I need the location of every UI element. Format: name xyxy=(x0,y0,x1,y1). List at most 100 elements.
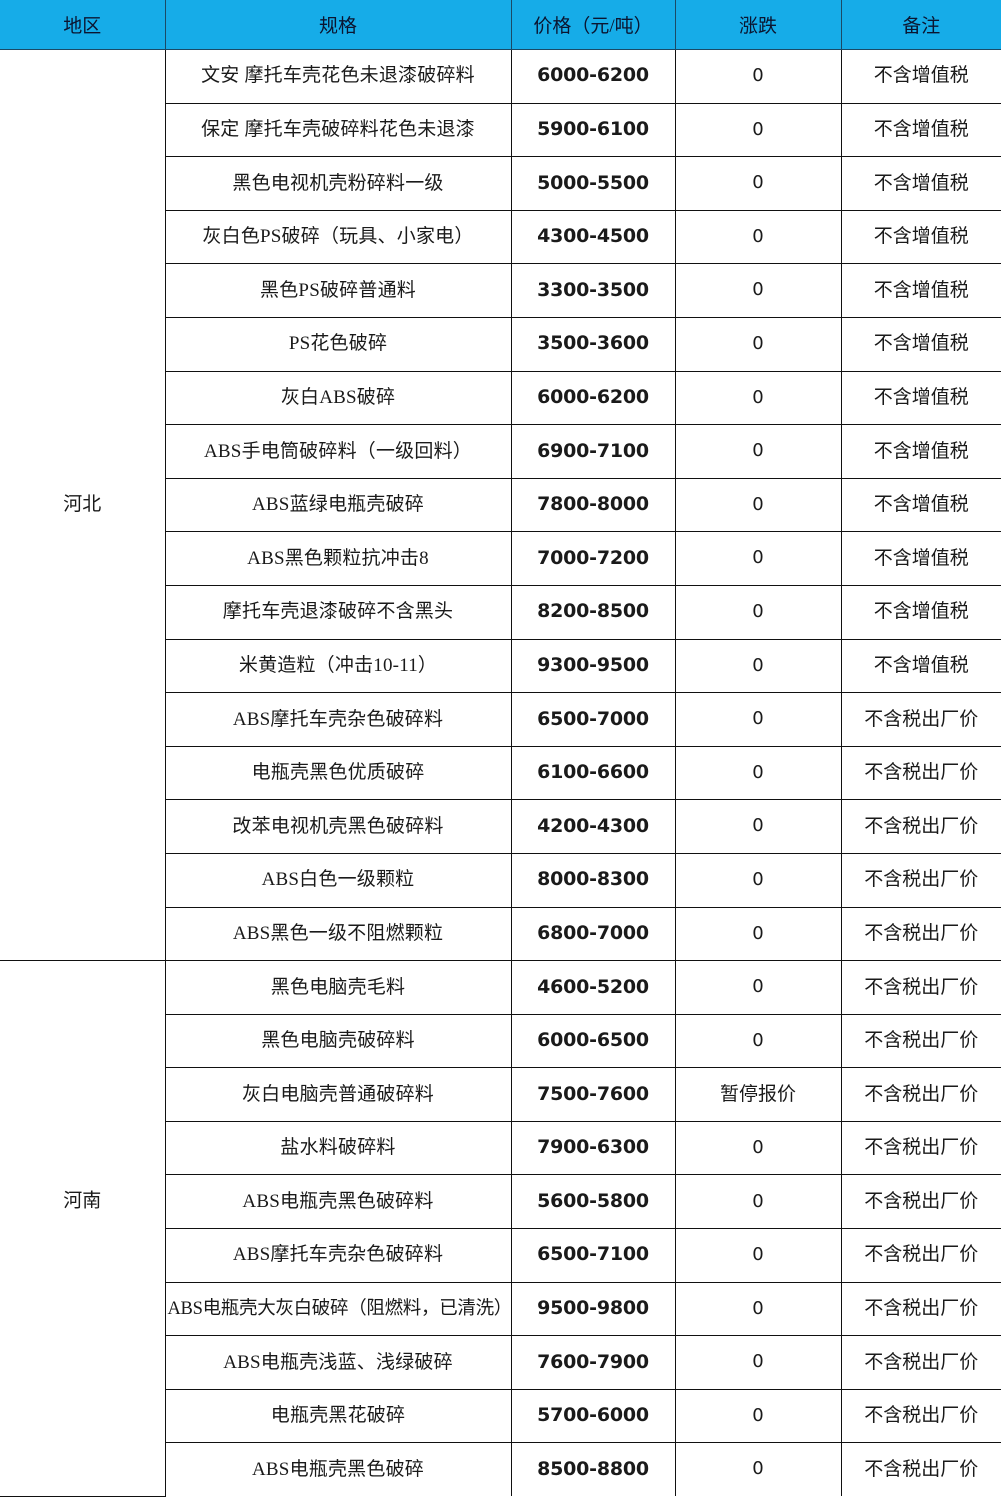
note-cell: 不含税出厂价 xyxy=(840,1120,1001,1176)
price-cell: 6000-6500 xyxy=(510,1013,676,1069)
note-cell: 不含增值税 xyxy=(840,156,1001,211)
note-cell: 不含税出厂价 xyxy=(840,1442,1001,1497)
change-cell: 0 xyxy=(674,209,842,265)
price-cell: 6100-6600 xyxy=(510,745,676,801)
table-row: ABS电瓶壳浅蓝、浅绿破碎 7600-7900 0 不含税出厂价 xyxy=(0,1335,1001,1390)
note-cell: 不含税出厂价 xyxy=(840,1228,1001,1283)
table-row: 灰白色PS破碎（玩具、小家电） 4300-4500 0 不含增值税 xyxy=(0,209,1001,265)
note-cell: 不含增值税 xyxy=(840,584,1001,640)
table-header: 地区 规格 价格（元/吨） 涨跌 备注 xyxy=(0,0,1001,50)
price-cell: 6800-7000 xyxy=(510,906,676,962)
change-cell: 暂停报价 xyxy=(674,1067,842,1122)
change-cell: 0 xyxy=(674,370,842,426)
change-cell: 0 xyxy=(674,745,842,801)
spec-cell: ABS蓝绿电瓶壳破碎 xyxy=(164,477,512,533)
table-row: 黑色电视机壳粉碎料一级 5000-5500 0 不含增值税 xyxy=(0,156,1001,211)
price-cell: 9500-9800 xyxy=(510,1281,676,1337)
change-cell: 0 xyxy=(674,1281,842,1337)
table-row: ABS电瓶壳大灰白破碎（阻燃料，已清洗） 9500-9800 0 不含税出厂价 xyxy=(0,1281,1001,1337)
price-cell: 4200-4300 xyxy=(510,799,676,854)
table-row: ABS蓝绿电瓶壳破碎 7800-8000 0 不含增值税 xyxy=(0,477,1001,533)
table-row: ABS白色一级颗粒 8000-8300 0 不含税出厂价 xyxy=(0,852,1001,908)
table-row: 灰白ABS破碎 6000-6200 0 不含增值税 xyxy=(0,370,1001,426)
change-cell: 0 xyxy=(674,1228,842,1283)
change-cell: 0 xyxy=(674,1388,842,1444)
table-row: ABS摩托车壳杂色破碎料 6500-7000 0 不含税出厂价 xyxy=(0,692,1001,747)
note-cell: 不含税出厂价 xyxy=(840,1174,1001,1230)
change-cell: 0 xyxy=(674,477,842,533)
spec-cell: 摩托车壳退漆破碎不含黑头 xyxy=(164,584,512,640)
table-row: 河北 文安 摩托车壳花色未退漆破碎料 6000-6200 0 不含增值税 xyxy=(0,48,1001,962)
price-cell: 5000-5500 xyxy=(510,156,676,211)
note-cell: 不含增值税 xyxy=(840,370,1001,426)
spec-cell: ABS电瓶壳浅蓝、浅绿破碎 xyxy=(164,1335,512,1390)
table-row: ABS电瓶壳黑色破碎料 5600-5800 0 不含税出厂价 xyxy=(0,1174,1001,1230)
note-cell: 不含税出厂价 xyxy=(840,960,1001,1015)
note-cell: 不含税出厂价 xyxy=(840,692,1001,747)
note-cell: 不含税出厂价 xyxy=(840,799,1001,854)
note-cell: 不含税出厂价 xyxy=(840,1013,1001,1069)
column-header-spec: 规格 xyxy=(164,0,512,50)
price-cell: 6500-7000 xyxy=(510,692,676,747)
note-cell: 不含税出厂价 xyxy=(840,1335,1001,1390)
table-body: 河北 文安 摩托车壳花色未退漆破碎料 6000-6200 0 不含增值税 保定 摩托车壳破… xyxy=(0,48,1001,1497)
table-row: 黑色电脑壳破碎料 6000-6500 0 不含税出厂价 xyxy=(0,1013,1001,1069)
spec-cell: ABS摩托车壳杂色破碎料 xyxy=(164,692,512,747)
spec-cell: 保定 摩托车壳破碎料花色未退漆 xyxy=(164,102,512,158)
note-cell: 不含增值税 xyxy=(840,49,1001,104)
price-cell: 7000-7200 xyxy=(510,531,676,586)
column-header-change: 涨跌 xyxy=(674,0,842,50)
column-header-note: 备注 xyxy=(840,0,1001,50)
change-cell: 0 xyxy=(674,1174,842,1230)
change-cell: 0 xyxy=(674,263,842,318)
spec-cell: ABS摩托车壳杂色破碎料 xyxy=(164,1228,512,1283)
price-cell: 6000-6200 xyxy=(510,370,676,426)
spec-cell: 改苯电视机壳黑色破碎料 xyxy=(164,799,512,854)
change-cell: 0 xyxy=(674,316,842,372)
note-cell: 不含增值税 xyxy=(840,531,1001,586)
spec-cell: ABS电瓶壳黑色破碎料 xyxy=(164,1174,512,1230)
price-cell: 7900-6300 xyxy=(510,1120,676,1176)
region-cell-1: 河北 xyxy=(0,48,166,962)
table-row: 摩托车壳退漆破碎不含黑头 8200-8500 0 不含增值税 xyxy=(0,584,1001,640)
spec-cell: ABS白色一级颗粒 xyxy=(164,852,512,908)
note-cell: 不含增值税 xyxy=(840,263,1001,318)
change-cell: 0 xyxy=(674,584,842,640)
spec-cell: 黑色电视机壳粉碎料一级 xyxy=(164,156,512,211)
price-cell: 3300-3500 xyxy=(510,263,676,318)
price-cell: 3500-3600 xyxy=(510,316,676,372)
table-row: 灰白电脑壳普通破碎料 7500-7600 暂停报价 不含税出厂价 xyxy=(0,1067,1001,1122)
price-cell: 6900-7100 xyxy=(510,424,676,479)
price-cell: 9300-9500 xyxy=(510,638,676,694)
spec-cell: ABS电瓶壳黑色破碎 xyxy=(164,1442,512,1497)
region-cell-2: 河南 xyxy=(0,933,166,1471)
spec-cell: 文安 摩托车壳花色未退漆破碎料 xyxy=(164,49,512,104)
spec-cell: 灰白ABS破碎 xyxy=(164,370,512,426)
price-cell: 8000-8300 xyxy=(510,852,676,908)
spec-cell: ABS黑色一级不阻燃颗粒 xyxy=(164,906,512,962)
note-cell: 不含增值税 xyxy=(840,316,1001,372)
table-row: ABS黑色颗粒抗冲击8 7000-7200 0 不含增值税 xyxy=(0,531,1001,586)
table-row: 盐水料破碎料 7900-6300 0 不含税出厂价 xyxy=(0,1120,1001,1176)
change-cell: 0 xyxy=(674,102,842,158)
spec-cell: 盐水料破碎料 xyxy=(164,1120,512,1176)
change-cell: 0 xyxy=(674,799,842,854)
note-cell: 不含增值税 xyxy=(840,424,1001,479)
change-cell: 0 xyxy=(674,531,842,586)
spec-cell: ABS黑色颗粒抗冲击8 xyxy=(164,531,512,586)
spec-cell: 灰白电脑壳普通破碎料 xyxy=(164,1067,512,1122)
price-cell: 4600-5200 xyxy=(510,960,676,1015)
note-cell: 不含税出厂价 xyxy=(840,1388,1001,1444)
spec-cell: 灰白色PS破碎（玩具、小家电） xyxy=(164,209,512,265)
table-row: PS花色破碎 3500-3600 0 不含增值税 xyxy=(0,316,1001,372)
change-cell: 0 xyxy=(674,1013,842,1069)
spec-cell: 黑色PS破碎普通料 xyxy=(164,263,512,318)
change-cell: 0 xyxy=(674,1120,842,1176)
spec-cell: ABS电瓶壳大灰白破碎（阻燃料，已清洗） xyxy=(164,1281,512,1337)
price-cell: 6000-6200 xyxy=(510,49,676,104)
spec-cell: 米黄造粒（冲击10-11） xyxy=(164,638,512,694)
change-cell: 0 xyxy=(674,638,842,694)
price-cell: 5900-6100 xyxy=(510,102,676,158)
table-row: ABS黑色一级不阻燃颗粒 6800-7000 0 不含税出厂价 xyxy=(0,906,1001,962)
spec-cell: 电瓶壳黑色优质破碎 xyxy=(164,745,512,801)
